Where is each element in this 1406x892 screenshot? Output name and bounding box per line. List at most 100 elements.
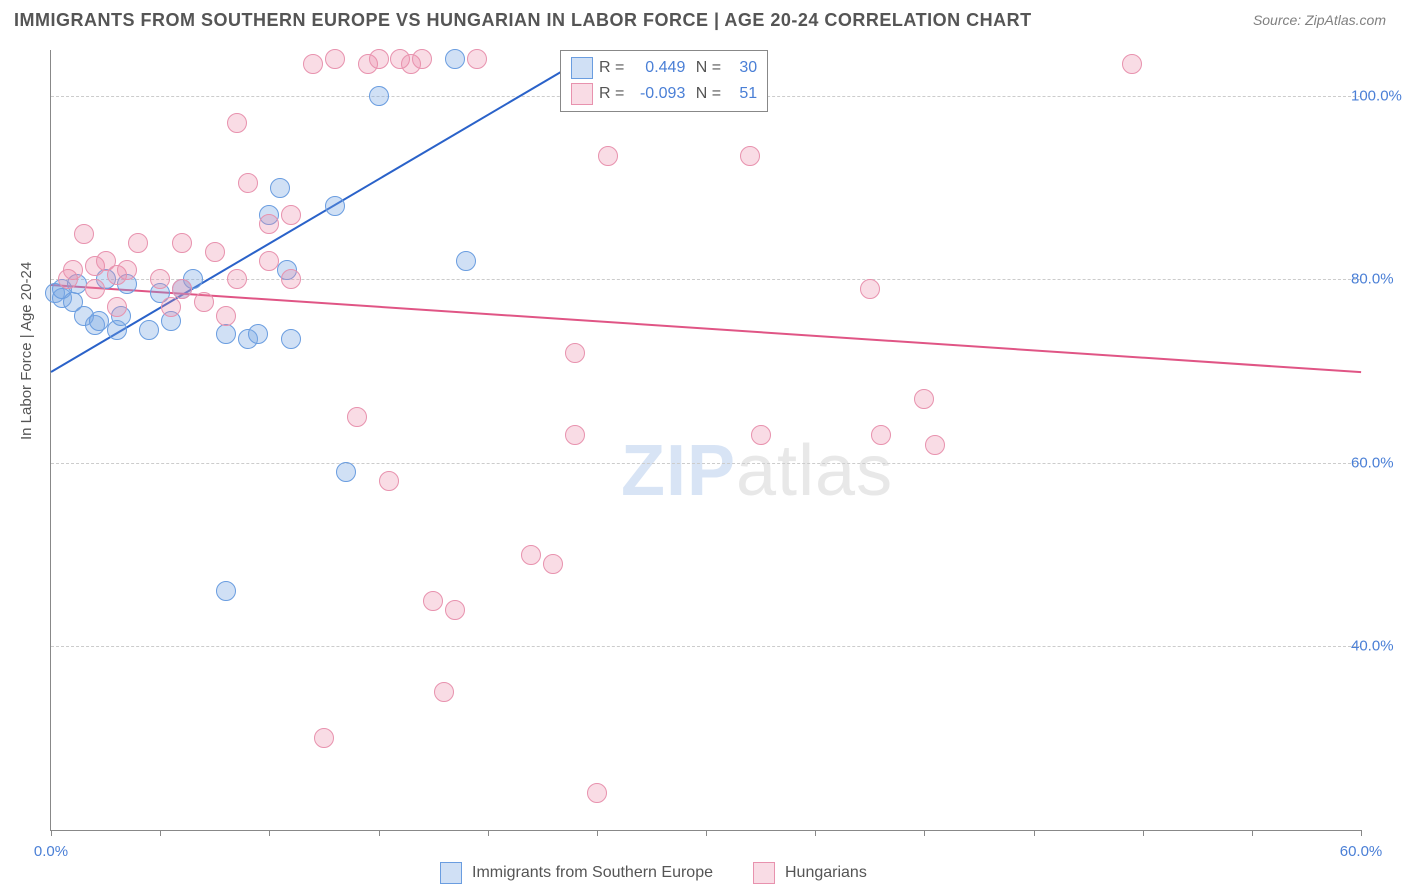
y-tick-label: 40.0%: [1351, 638, 1406, 655]
bottom-swatch-1: [440, 862, 462, 884]
r-value-2: -0.093: [630, 85, 685, 103]
bottom-legend: Immigrants from Southern Europe Hungaria…: [440, 862, 867, 884]
gridline: [51, 463, 1361, 464]
x-tick: [379, 830, 380, 836]
data-point-series2: [205, 242, 225, 262]
data-point-series2: [194, 292, 214, 312]
data-point-series2: [598, 146, 618, 166]
x-tick: [706, 830, 707, 836]
y-axis-label: In Labor Force | Age 20-24: [18, 262, 35, 440]
data-point-series1: [216, 581, 236, 601]
data-point-series2: [161, 297, 181, 317]
chart-title: IMMIGRANTS FROM SOUTHERN EUROPE VS HUNGA…: [14, 10, 1032, 31]
chart-source: Source: ZipAtlas.com: [1253, 12, 1386, 28]
data-point-series1: [216, 324, 236, 344]
data-point-series2: [259, 251, 279, 271]
data-point-series2: [74, 224, 94, 244]
x-tick: [1034, 830, 1035, 836]
data-point-series1: [248, 324, 268, 344]
data-point-series2: [587, 783, 607, 803]
r-label-1: R =: [599, 59, 624, 77]
data-point-series2: [565, 343, 585, 363]
x-tick: [160, 830, 161, 836]
x-tick: [488, 830, 489, 836]
gridline: [51, 646, 1361, 647]
x-tick: [1361, 830, 1362, 836]
n-label-2: N =: [691, 85, 721, 103]
data-point-series2: [172, 233, 192, 253]
data-point-series2: [281, 205, 301, 225]
x-tick: [815, 830, 816, 836]
data-point-series2: [751, 425, 771, 445]
gridline: [51, 279, 1361, 280]
data-point-series2: [565, 425, 585, 445]
r-value-1: 0.449: [630, 59, 685, 77]
n-value-1: 30: [727, 59, 757, 77]
n-label-1: N =: [691, 59, 721, 77]
chart-container: IMMIGRANTS FROM SOUTHERN EUROPE VS HUNGA…: [0, 0, 1406, 892]
x-tick: [269, 830, 270, 836]
data-point-series2: [347, 407, 367, 427]
data-point-series2: [434, 682, 454, 702]
x-tick-label: 0.0%: [34, 843, 68, 860]
bottom-label-1: Immigrants from Southern Europe: [472, 864, 713, 882]
swatch-series2: [571, 83, 593, 105]
data-point-series2: [107, 297, 127, 317]
y-tick-label: 60.0%: [1351, 454, 1406, 471]
data-point-series2: [1122, 54, 1142, 74]
data-point-series2: [85, 279, 105, 299]
data-point-series1: [369, 86, 389, 106]
data-point-series2: [227, 113, 247, 133]
swatch-series1: [571, 57, 593, 79]
bottom-label-2: Hungarians: [785, 864, 867, 882]
data-point-series2: [314, 728, 334, 748]
trendline-series1: [50, 50, 597, 373]
watermark-zip: ZIP: [621, 431, 736, 511]
data-point-series1: [445, 49, 465, 69]
data-point-series2: [860, 279, 880, 299]
x-tick-label: 60.0%: [1340, 843, 1383, 860]
y-tick-label: 100.0%: [1351, 87, 1406, 104]
data-point-series2: [369, 49, 389, 69]
data-point-series2: [379, 471, 399, 491]
x-tick: [924, 830, 925, 836]
x-tick: [51, 830, 52, 836]
data-point-series2: [128, 233, 148, 253]
data-point-series2: [423, 591, 443, 611]
data-point-series2: [227, 269, 247, 289]
data-point-series2: [925, 435, 945, 455]
data-point-series2: [117, 260, 137, 280]
data-point-series2: [238, 173, 258, 193]
plot-area: ZIPatlas 40.0%60.0%80.0%100.0%0.0%60.0%: [50, 50, 1361, 831]
data-point-series1: [139, 320, 159, 340]
data-point-series2: [543, 554, 563, 574]
y-tick-label: 80.0%: [1351, 271, 1406, 288]
data-point-series2: [172, 279, 192, 299]
data-point-series1: [325, 196, 345, 216]
data-point-series1: [336, 462, 356, 482]
data-point-series2: [467, 49, 487, 69]
data-point-series2: [303, 54, 323, 74]
data-point-series1: [270, 178, 290, 198]
data-point-series2: [325, 49, 345, 69]
data-point-series2: [281, 269, 301, 289]
r-label-2: R =: [599, 85, 624, 103]
data-point-series2: [740, 146, 760, 166]
x-tick: [1252, 830, 1253, 836]
bottom-swatch-2: [753, 862, 775, 884]
data-point-series2: [914, 389, 934, 409]
data-point-series2: [259, 214, 279, 234]
stats-legend: R = 0.449 N = 30 R = -0.093 N = 51: [560, 50, 768, 112]
data-point-series2: [412, 49, 432, 69]
data-point-series1: [281, 329, 301, 349]
stats-row-2: R = -0.093 N = 51: [571, 81, 757, 107]
x-tick: [1143, 830, 1144, 836]
data-point-series2: [871, 425, 891, 445]
data-point-series2: [63, 260, 83, 280]
data-point-series2: [216, 306, 236, 326]
stats-row-1: R = 0.449 N = 30: [571, 55, 757, 81]
n-value-2: 51: [727, 85, 757, 103]
data-point-series2: [445, 600, 465, 620]
data-point-series2: [521, 545, 541, 565]
data-point-series1: [456, 251, 476, 271]
